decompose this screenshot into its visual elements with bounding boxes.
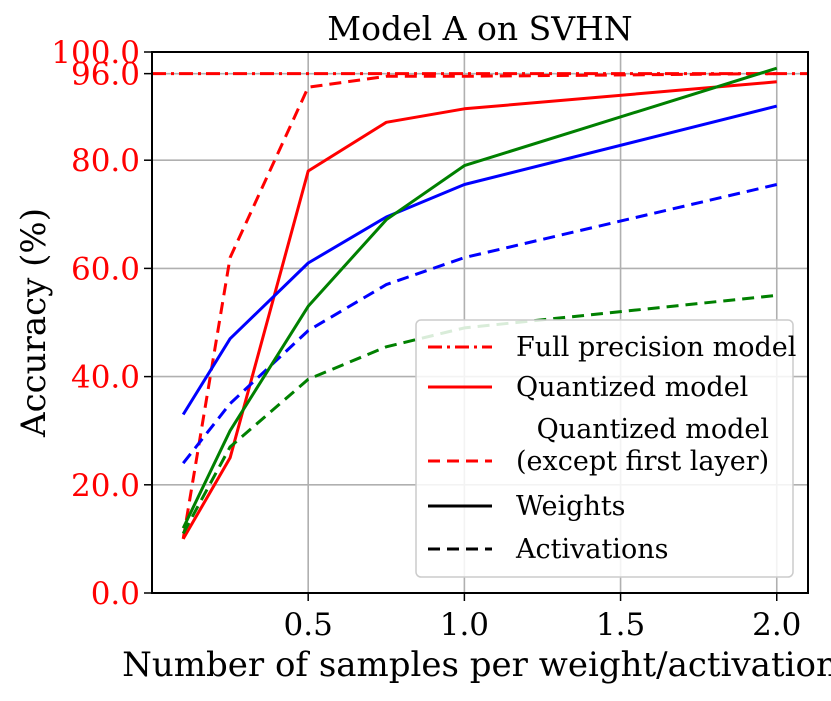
x-tick-label: 0.5: [284, 607, 333, 643]
y-tick-label: 100.0: [51, 35, 140, 71]
y-tick-label: 60.0: [71, 251, 140, 287]
legend-label-line-2: (except first layer): [516, 446, 769, 477]
y-tick-label: 20.0: [71, 468, 140, 504]
y-tick-label: 0.0: [91, 576, 140, 612]
plot-frame: [151, 51, 809, 594]
x-axis-label: Number of samples per weight/activation: [122, 645, 831, 685]
legend-label: Full precision model: [516, 332, 796, 363]
legend-label: Activations: [515, 534, 668, 565]
chart-title: Model A on SVHN: [327, 9, 632, 48]
axes-layer: [151, 51, 809, 594]
series-line-red-dashed: [181, 72, 777, 540]
y-tick-label: 40.0: [71, 360, 140, 396]
y-axis-label: Accuracy (%): [14, 208, 54, 438]
series-layer: [152, 66, 808, 540]
series-line-red-solid: [181, 80, 777, 540]
y-tick-label: 80.0: [71, 143, 140, 179]
series-line-green-solid: [181, 66, 778, 529]
legend: Full precision model Quantized model Quant…: [415, 319, 796, 578]
x-tick-label: 1.0: [440, 607, 489, 643]
legend-box: [415, 319, 794, 578]
y-tick-label: 96.0: [71, 57, 140, 93]
series-line-blue-solid: [181, 104, 778, 416]
legend-label: Weights: [516, 491, 626, 522]
x-tick-label: 2.0: [752, 607, 801, 643]
legend-label: Quantized model: [516, 372, 748, 403]
legend-label-line-1: Quantized model: [537, 414, 769, 445]
x-tick-label: 1.5: [596, 607, 645, 643]
series-line-blue-dashed: [182, 183, 778, 465]
